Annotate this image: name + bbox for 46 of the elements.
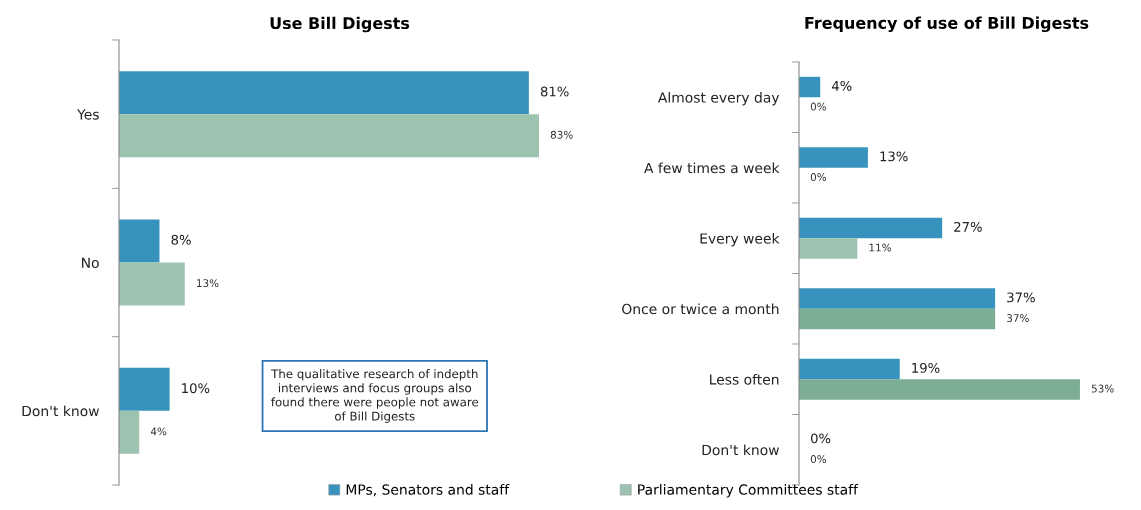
y-tick-label: Don't know (702, 444, 779, 456)
bar (119, 262, 185, 306)
data-label: 19% (912, 362, 940, 373)
data-label: 53% (1091, 384, 1114, 393)
data-label: 37% (1007, 314, 1029, 322)
data-label: 11% (869, 243, 891, 252)
data-label: 37% (1007, 292, 1035, 303)
annotation: The qualitative research of indepth interviews and focus groups also found there were people not aware of Bill Digests (271, 369, 479, 423)
bar (119, 367, 170, 411)
bar (799, 379, 1080, 400)
bar (799, 217, 943, 239)
y-tick-label: A few times a week (644, 162, 780, 174)
data-label: 8% (171, 234, 191, 245)
bar (799, 308, 996, 330)
bar (799, 76, 821, 98)
y-tick-label: Less often (710, 373, 779, 385)
bar (799, 238, 858, 259)
data-label: 81% (540, 86, 569, 97)
data-label: 4% (831, 80, 852, 91)
data-label: 0% (810, 102, 827, 111)
bar (119, 114, 539, 158)
legend-label: MPs, Senators and staff (346, 484, 510, 497)
bar (799, 358, 900, 380)
bar (799, 288, 996, 309)
y-tick-label: Almost every day (657, 91, 780, 106)
data-label: 10% (182, 383, 210, 394)
bar (119, 410, 140, 454)
y-tick-label: Once or twice a month (622, 303, 779, 315)
chart-title: Use Bill Digests (270, 16, 410, 33)
data-label: 13% (880, 151, 908, 162)
data-label: 0% (810, 173, 827, 181)
data-label: 13% (197, 279, 219, 288)
bar (799, 147, 868, 168)
data-label: 0% (810, 433, 831, 444)
bar (119, 219, 160, 263)
data-label: 83% (550, 130, 573, 139)
chart-title: Frequency of use of Bill Digests (805, 16, 1089, 33)
bar (119, 71, 529, 115)
data-label: 4% (150, 427, 167, 436)
data-label: 27% (954, 221, 982, 232)
y-tick-label: Don't know (22, 405, 99, 417)
data-label: 0% (810, 455, 827, 463)
y-tick-label: No (82, 257, 99, 268)
y-tick-label: Yes (77, 109, 99, 120)
legend-label: Parliamentary Committees staff (638, 484, 859, 498)
y-tick-label: Every week (700, 232, 780, 247)
